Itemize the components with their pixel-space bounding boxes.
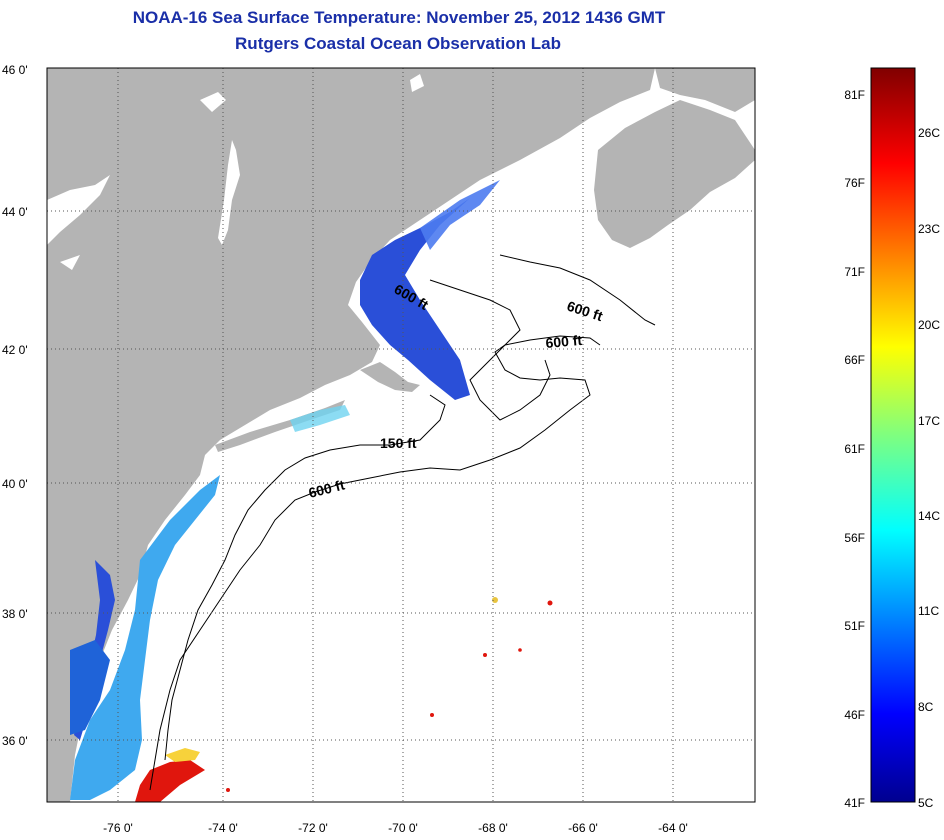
- sst-warm-spot-5: [518, 648, 522, 652]
- colorbar-label-c: 5C: [918, 796, 934, 810]
- colorbar-label-c: 26C: [918, 126, 940, 140]
- lake-small-2: [60, 255, 80, 270]
- colorbar-label-c: 8C: [918, 700, 934, 714]
- map-frame: [46, 67, 756, 803]
- contour-150ft-nearshore: [164, 394, 446, 761]
- land-maritimes: [655, 68, 755, 112]
- longitude-axis: -76 0' -74 0' -72 0' -70 0' -68 0' -66 0…: [103, 821, 688, 835]
- contour-label-3: 600 ft: [545, 332, 583, 351]
- sst-shelf-mid-atlantic: [70, 475, 220, 800]
- sst-shelf-southern-ne: [290, 405, 350, 432]
- colorbar-label-f: 81F: [844, 88, 865, 102]
- colorbar-label-c: 11C: [918, 604, 939, 618]
- lon-label: -70 0': [388, 821, 418, 835]
- colorbar: [870, 67, 916, 803]
- sst-cold-coast-strip: [420, 180, 500, 250]
- colorbar-label-c: 17C: [918, 414, 940, 428]
- land-cape-cod: [360, 362, 420, 392]
- sst-warm-spot-1: [492, 597, 498, 603]
- colorbar-label-f: 51F: [844, 619, 865, 633]
- colorbar-label-f: 71F: [844, 265, 865, 279]
- sst-warm-spot-6: [226, 788, 230, 792]
- colorbar-celsius-scale: 26C 23C 20C 17C 14C 11C 8C 5C: [918, 126, 940, 810]
- sst-cold-gulf-of-maine: [360, 198, 470, 400]
- contour-600ft-gulf-maine: [429, 279, 551, 421]
- sst-warm-spot-4: [430, 713, 434, 717]
- lon-label: -76 0': [103, 821, 133, 835]
- lon-label: -66 0': [568, 821, 598, 835]
- land-mainland: [47, 68, 655, 802]
- lat-label: 42 0': [2, 343, 28, 357]
- colorbar-label-c: 23C: [918, 222, 940, 236]
- lat-label: 40 0': [2, 477, 28, 491]
- sst-warm-spot-2: [547, 600, 553, 606]
- contour-600ft-northeast: [499, 254, 656, 326]
- latitude-axis: 46 0' 44 0' 42 0' 40 0' 38 0' 36 0': [2, 63, 28, 748]
- lat-label: 36 0': [2, 734, 28, 748]
- lon-label: -64 0': [658, 821, 688, 835]
- colorbar-label-f: 76F: [844, 176, 865, 190]
- sst-warm-transition: [165, 748, 200, 762]
- lat-label: 38 0': [2, 607, 28, 621]
- colorbar-label-f: 66F: [844, 353, 865, 367]
- lat-label: 44 0': [2, 205, 28, 219]
- sst-cool-bay-mouth: [70, 640, 110, 735]
- lon-label: -72 0': [298, 821, 328, 835]
- sst-warm-spot-3: [483, 653, 487, 657]
- lon-label: -68 0': [478, 821, 508, 835]
- contour-label-4: 150 ft: [380, 435, 417, 451]
- lake-small-1: [200, 92, 226, 112]
- colorbar-label-c: 20C: [918, 318, 940, 332]
- colorbar-label-f: 56F: [844, 531, 865, 545]
- contour-600ft-shelf-edge: [149, 335, 601, 791]
- sst-warm-hatteras: [135, 760, 205, 802]
- map-title: NOAA-16 Sea Surface Temperature: Novembe…: [132, 8, 666, 27]
- colorbar-label-f: 41F: [844, 796, 865, 810]
- colorbar-fahrenheit-scale: 81F 76F 71F 66F 61F 56F 51F 46F 41F: [844, 88, 865, 810]
- map-subtitle: Rutgers Coastal Ocean Observation Lab: [235, 34, 561, 53]
- lake-champlain: [218, 140, 240, 245]
- lake-small-3: [410, 74, 424, 92]
- lat-label: 46 0': [2, 63, 28, 77]
- colorbar-label-c: 14C: [918, 509, 940, 523]
- lake-ontario: [47, 175, 110, 245]
- land-nova-scotia: [594, 100, 755, 248]
- colorbar-label-f: 61F: [844, 442, 865, 456]
- lon-label: -74 0': [208, 821, 238, 835]
- colorbar-label-f: 46F: [844, 708, 865, 722]
